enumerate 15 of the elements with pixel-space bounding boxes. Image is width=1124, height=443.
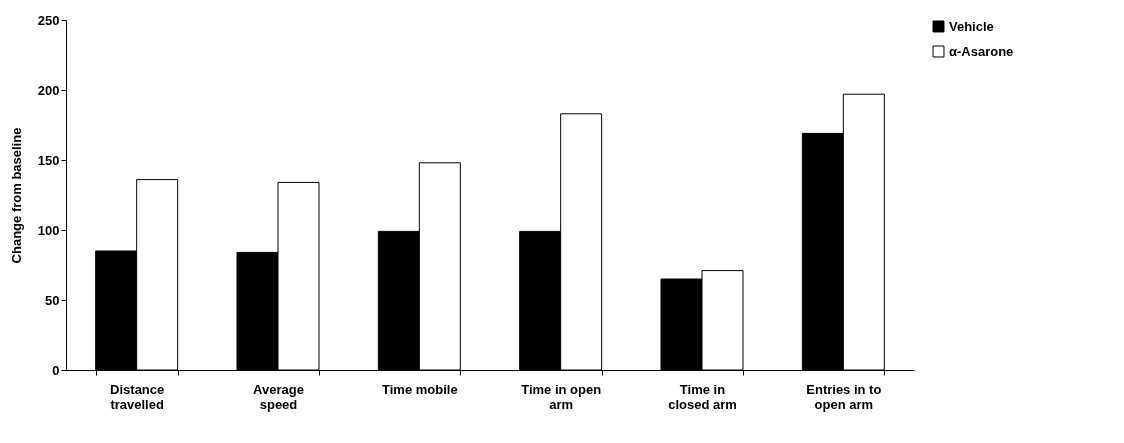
y-tick-label: 0 [52,362,60,378]
x-tick-label: Entries in to open arm [806,381,882,412]
y-tick-label: 200 [37,82,60,98]
legend-label: α-Asarone [949,43,1014,59]
y-tick-label: 250 [37,12,60,28]
legend-label: Vehicle [949,18,994,34]
y-tick-label: 100 [37,222,60,238]
x-tick-label: Distance travelled [110,381,165,412]
x-tick-label: Time mobile [382,381,458,397]
x-tick-label: Average speed [253,381,304,412]
y-tick-label: 150 [37,152,60,168]
y-axis-title: Change from baseline [8,127,24,264]
x-tick-label: Time in closed arm [668,381,737,412]
y-tick-label: 50 [45,292,60,308]
x-tick-label: Time in open arm [521,381,602,412]
